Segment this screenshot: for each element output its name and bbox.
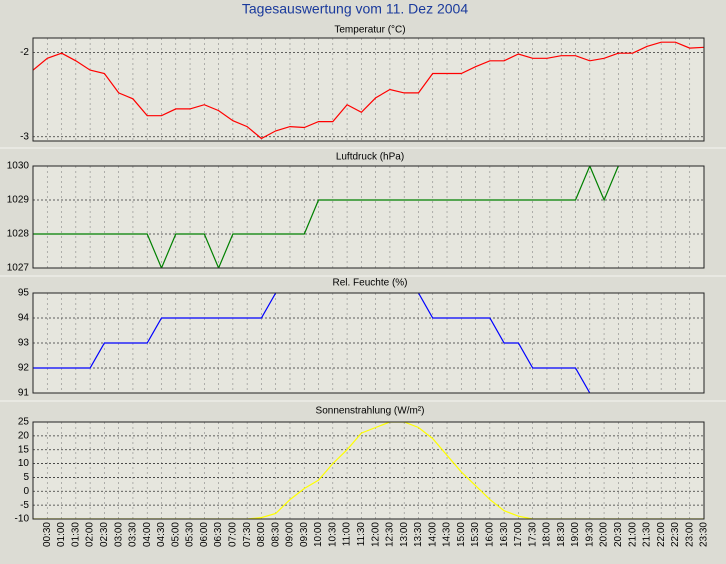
x-tick-label: 20:30: [613, 522, 624, 547]
x-tick-label: 02:30: [99, 522, 110, 547]
y-tick-label: 1029: [7, 195, 30, 206]
x-tick-label: 23:30: [699, 522, 710, 547]
y-tick-label: 10: [18, 458, 30, 469]
x-tick-label: 01:00: [56, 522, 67, 547]
panel-title: Luftdruck (hPa): [336, 152, 404, 163]
plot-frame: [32, 165, 705, 269]
page-title: Tagesauswertung vom 11. Dez 2004: [242, 1, 468, 17]
y-tick-label: 5: [23, 472, 29, 483]
y-tick-label: 91: [18, 388, 30, 399]
x-tick-label: 00:30: [42, 522, 53, 547]
plot-area: [33, 166, 704, 268]
y-tick-label: -2: [20, 47, 29, 58]
x-tick-label: 21:00: [627, 522, 638, 547]
x-tick-label: 13:30: [413, 522, 424, 547]
y-tick-label: 1030: [7, 161, 30, 172]
panel-title: Temperatur (°C): [334, 25, 405, 36]
y-tick-label: 25: [18, 417, 30, 428]
x-tick-label: 02:00: [85, 522, 96, 547]
x-tick-label: 23:00: [684, 522, 695, 547]
data-line: [33, 422, 704, 519]
x-tick-label: 10:30: [327, 522, 338, 547]
x-tick-label: 12:30: [385, 522, 396, 547]
x-tick-label: 22:30: [670, 522, 681, 547]
x-tick-label: 21:30: [642, 522, 653, 547]
x-tick-label: 04:00: [142, 522, 153, 547]
x-tick-label: 08:30: [270, 522, 281, 547]
panel-title: Sonnenstrahlung (W/m²): [316, 406, 425, 417]
x-tick-label: 19:30: [584, 522, 595, 547]
x-tick-label: 06:30: [213, 522, 224, 547]
panel-title: Rel. Feuchte (%): [332, 278, 407, 289]
x-tick-label: 09:30: [299, 522, 310, 547]
y-tick-label: 94: [18, 313, 30, 324]
data-line: [33, 293, 591, 393]
y-tick-label: 92: [18, 363, 30, 374]
x-tick-label: 18:30: [556, 522, 567, 547]
y-tick-label: 93: [18, 338, 30, 349]
y-tick-label: 95: [18, 288, 30, 299]
x-tick-label: 03:30: [128, 522, 139, 547]
x-tick-label: 09:00: [285, 522, 296, 547]
plot-frame: [32, 37, 705, 142]
x-tick-label: 11:30: [356, 522, 367, 547]
x-tick-label: 03:00: [113, 522, 124, 547]
y-tick-label: 0: [23, 486, 29, 497]
y-tick-label: 15: [18, 444, 30, 455]
plot-area: [33, 422, 704, 519]
x-tick-label: 15:00: [456, 522, 467, 547]
y-tick-label: -10: [15, 514, 30, 525]
data-line: [33, 41, 704, 140]
x-tick-label: 10:00: [313, 522, 324, 547]
x-tick-label: 17:00: [513, 522, 524, 547]
x-tick-label: 16:30: [499, 522, 510, 547]
plot-frame: [32, 292, 705, 394]
x-tick-label: 14:00: [427, 522, 438, 547]
y-tick-label: 1028: [7, 229, 30, 240]
plot-frame: [32, 421, 705, 520]
x-tick-label: 20:00: [599, 522, 610, 547]
y-tick-label: 1027: [7, 263, 30, 274]
data-line: [33, 166, 619, 268]
x-tick-label: 14:30: [442, 522, 453, 547]
x-tick-label: 11:00: [342, 522, 353, 547]
x-tick-label: 16:00: [484, 522, 495, 547]
x-tick-label: 08:00: [256, 522, 267, 547]
x-tick-label: 05:00: [170, 522, 181, 547]
y-tick-label: -3: [20, 131, 29, 142]
x-tick-label: 15:30: [470, 522, 481, 547]
y-tick-label: 20: [18, 430, 30, 441]
x-tick-label: 05:30: [185, 522, 196, 547]
x-tick-label: 22:00: [656, 522, 667, 547]
x-tick-label: 04:30: [156, 522, 167, 547]
x-tick-label: 18:00: [542, 522, 553, 547]
x-tick-label: 01:30: [70, 522, 81, 547]
x-tick-label: 07:00: [228, 522, 239, 547]
plot-area: [33, 38, 704, 141]
x-tick-label: 07:30: [242, 522, 253, 547]
x-tick-label: 13:00: [399, 522, 410, 547]
x-tick-label: 17:30: [527, 522, 538, 547]
x-tick-label: 19:00: [570, 522, 581, 547]
y-tick-label: -5: [20, 500, 29, 511]
x-tick-label: 06:00: [199, 522, 210, 547]
x-tick-label: 12:00: [370, 522, 381, 547]
